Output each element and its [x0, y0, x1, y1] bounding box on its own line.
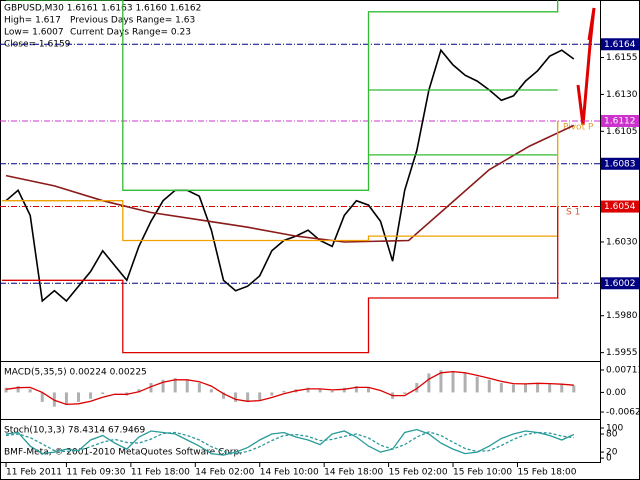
x-tick-label: 11 Feb 18:00 — [131, 468, 190, 478]
histogram-bar — [185, 379, 189, 393]
histogram-bar — [149, 382, 153, 393]
y-tick-label: 1.5980 — [606, 311, 638, 321]
histogram-bar — [572, 385, 576, 393]
x-tick-label: 15 Feb 18:00 — [517, 468, 576, 478]
info-text: Low= 1.6007 — [4, 28, 64, 38]
histogram-bar — [560, 384, 564, 393]
histogram-bar — [427, 373, 431, 393]
histogram-bar — [403, 392, 407, 394]
x-tick-label: 11 Feb 09:30 — [66, 468, 125, 478]
histogram-bar — [77, 392, 81, 402]
histogram-bar — [173, 378, 177, 393]
histogram-bar — [40, 392, 44, 402]
histogram-bar — [511, 384, 515, 393]
histogram-bar — [246, 392, 250, 402]
x-tick-label: 15 Feb 02:00 — [389, 468, 448, 478]
histogram-bar — [487, 379, 491, 393]
series-line — [5, 431, 574, 455]
level-label: 1.6002 — [604, 279, 636, 289]
histogram-bar — [524, 383, 528, 393]
histogram-bar — [270, 392, 274, 396]
histogram-bar — [439, 370, 443, 393]
x-tick-label: 14 Feb 02:00 — [195, 468, 254, 478]
histogram-bar — [209, 389, 213, 393]
series-line — [5, 370, 574, 406]
histogram-bar — [221, 392, 225, 399]
y-tick-label: 0 — [606, 454, 612, 464]
histogram-bar — [499, 382, 503, 393]
histogram-bar — [318, 389, 322, 393]
level-label: 1.6112 — [604, 116, 636, 126]
x-tick-label: 15 Feb 10:00 — [453, 468, 512, 478]
histogram-bar — [415, 382, 419, 393]
histogram-bar — [161, 379, 165, 393]
histogram-bar — [16, 386, 20, 393]
series-line — [6, 0, 559, 191]
info-text: Current Days Range= 0.23 — [70, 28, 191, 38]
y-tick-label: 1.6105 — [606, 127, 638, 137]
level-label: 1.6054 — [604, 202, 636, 212]
histogram-bar — [234, 392, 238, 402]
histogram-bar — [548, 383, 552, 393]
level-box — [601, 38, 639, 51]
histogram-bar — [197, 382, 201, 393]
level-box — [601, 277, 639, 290]
histogram-bar — [366, 387, 370, 393]
chart-title: GBPUSD,M30 1.6161 1.6163 1.6160 1.6162 — [4, 4, 201, 14]
y-tick-label: 0.00711 — [606, 365, 640, 375]
y-tick-label: 80 — [606, 430, 618, 440]
histogram-bar — [258, 392, 262, 401]
y-tick-label: 100 — [606, 424, 623, 434]
annotation: S 1 — [566, 208, 580, 218]
y-tick-label: 1.6130 — [606, 90, 638, 100]
histogram-bar — [4, 387, 8, 393]
level-label: 1.6164 — [604, 40, 636, 50]
histogram-bar — [101, 392, 105, 394]
info-text: High= 1.617 — [4, 16, 61, 26]
x-tick-label: 11 Feb 2011 — [6, 468, 62, 478]
histogram-bar — [451, 370, 455, 393]
y-tick-label: 1.5955 — [606, 348, 638, 358]
copyright: BMF-Meta, © 2001-2010 MetaQuotes Softwar… — [4, 448, 242, 458]
histogram-bar — [137, 389, 141, 393]
y-tick-label: 20 — [606, 448, 618, 458]
arrow-indicator — [576, 7, 596, 126]
level-label: 1.6083 — [604, 159, 636, 169]
chart-title: Stoch(10,3,3) 78.4314 67.9469 — [4, 426, 145, 436]
histogram-bar — [28, 389, 32, 393]
series-line — [5, 48, 575, 303]
chart-title: MACD(5,35,5) 0.00224 0.00225 — [4, 368, 147, 378]
series-line — [2, 206, 559, 354]
histogram-bar — [282, 390, 286, 393]
annotation: Pivot P — [563, 123, 594, 133]
histogram-bar — [342, 387, 346, 393]
y-tick-label: 1.6030 — [606, 237, 638, 247]
info-text: Previous Days Range= 1.63 — [70, 16, 195, 26]
histogram-bar — [536, 382, 540, 393]
histogram-bar — [330, 390, 334, 393]
level-box — [601, 114, 639, 127]
level-box — [601, 200, 639, 213]
histogram-bar — [89, 392, 93, 399]
y-tick-label: 1.6155 — [606, 53, 638, 63]
histogram-bar — [354, 386, 358, 393]
histogram-bar — [306, 387, 310, 393]
histogram-bar — [475, 376, 479, 393]
y-tick-label: 0.00 — [606, 388, 626, 398]
histogram-bar — [64, 392, 68, 406]
x-tick-label: 14 Feb 18:00 — [324, 468, 383, 478]
level-box — [601, 157, 639, 170]
x-tick-label: 14 Feb 10:00 — [260, 468, 319, 478]
histogram-bar — [463, 373, 467, 393]
